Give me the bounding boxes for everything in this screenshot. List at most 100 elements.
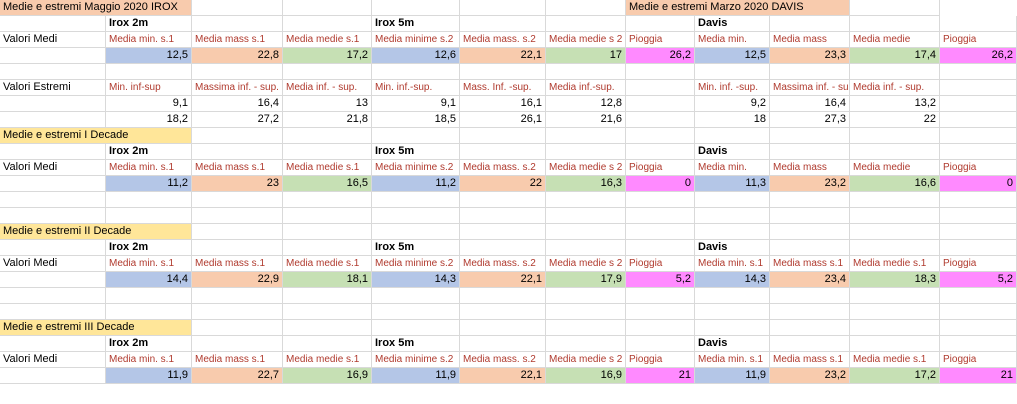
sheet-cell[interactable]: 27,2 xyxy=(192,112,283,128)
sheet-cell[interactable] xyxy=(546,128,626,144)
sheet-cell[interactable]: Media min. s.1 xyxy=(106,256,192,272)
sheet-cell[interactable]: Pioggia xyxy=(626,256,695,272)
sheet-cell[interactable]: 16,9 xyxy=(283,368,372,384)
sheet-cell[interactable] xyxy=(192,192,283,208)
sheet-cell[interactable] xyxy=(850,240,940,256)
sheet-cell[interactable]: Pioggia xyxy=(940,160,1017,176)
sheet-cell[interactable]: 22,1 xyxy=(460,48,546,64)
sheet-cell[interactable]: 11,9 xyxy=(372,368,460,384)
sheet-cell[interactable] xyxy=(0,192,106,208)
sheet-cell[interactable]: Valori Medi xyxy=(0,352,106,368)
sheet-cell[interactable] xyxy=(850,336,940,352)
sheet-cell[interactable]: Media mass s.1 xyxy=(770,352,850,368)
sheet-cell[interactable] xyxy=(626,192,695,208)
sheet-cell[interactable]: 16,5 xyxy=(283,176,372,192)
sheet-cell[interactable]: 22 xyxy=(850,112,940,128)
sheet-cell[interactable]: 5,2 xyxy=(626,272,695,288)
sheet-cell[interactable] xyxy=(0,208,106,224)
sheet-cell[interactable] xyxy=(546,192,626,208)
sheet-cell[interactable]: Irox 5m xyxy=(372,16,460,32)
sheet-cell[interactable]: Media mass. s.2 xyxy=(460,256,546,272)
sheet-cell[interactable]: 27,3 xyxy=(770,112,850,128)
sheet-cell[interactable]: Media medie s.1 xyxy=(283,256,372,272)
sheet-cell[interactable]: Media min. xyxy=(695,32,770,48)
sheet-cell[interactable] xyxy=(770,288,850,304)
sheet-cell[interactable]: Media min. xyxy=(695,160,770,176)
sheet-cell[interactable]: Medie e estremi Marzo 2020 DAVIS xyxy=(626,0,850,16)
sheet-cell[interactable]: 21 xyxy=(626,368,695,384)
sheet-cell[interactable] xyxy=(770,336,850,352)
sheet-cell[interactable]: 23,2 xyxy=(770,368,850,384)
sheet-cell[interactable] xyxy=(626,96,695,112)
sheet-cell[interactable] xyxy=(695,320,770,336)
sheet-cell[interactable] xyxy=(106,192,192,208)
sheet-cell[interactable] xyxy=(546,240,626,256)
sheet-cell[interactable]: Media medie s 2 xyxy=(546,160,626,176)
sheet-cell[interactable] xyxy=(850,224,940,240)
sheet-cell[interactable] xyxy=(283,192,372,208)
sheet-cell[interactable] xyxy=(192,336,283,352)
sheet-cell[interactable] xyxy=(850,0,940,16)
sheet-cell[interactable] xyxy=(695,288,770,304)
sheet-cell[interactable]: Irox 2m xyxy=(106,336,192,352)
sheet-cell[interactable] xyxy=(0,368,106,384)
sheet-cell[interactable]: Medie e estremi II Decade xyxy=(0,224,192,240)
sheet-cell[interactable] xyxy=(626,320,695,336)
sheet-cell[interactable]: Media mass xyxy=(770,160,850,176)
sheet-cell[interactable]: Media minime s.2 xyxy=(372,352,460,368)
sheet-cell[interactable]: 13,2 xyxy=(850,96,940,112)
sheet-cell[interactable]: 17 xyxy=(546,48,626,64)
sheet-cell[interactable]: Irox 5m xyxy=(372,336,460,352)
sheet-cell[interactable] xyxy=(460,192,546,208)
sheet-cell[interactable]: Pioggia xyxy=(940,32,1017,48)
sheet-cell[interactable] xyxy=(0,112,106,128)
sheet-cell[interactable] xyxy=(460,0,546,16)
sheet-cell[interactable]: 17,9 xyxy=(546,272,626,288)
sheet-cell[interactable] xyxy=(106,304,192,320)
sheet-cell[interactable] xyxy=(0,336,106,352)
sheet-cell[interactable]: Media medie xyxy=(850,32,940,48)
sheet-cell[interactable]: 0 xyxy=(940,176,1017,192)
sheet-cell[interactable]: Davis xyxy=(695,240,770,256)
sheet-cell[interactable] xyxy=(695,304,770,320)
sheet-cell[interactable] xyxy=(546,0,626,16)
sheet-cell[interactable]: 18,3 xyxy=(850,272,940,288)
sheet-cell[interactable]: 23,4 xyxy=(770,272,850,288)
sheet-cell[interactable]: Media mass s.1 xyxy=(192,256,283,272)
sheet-cell[interactable] xyxy=(192,288,283,304)
sheet-cell[interactable]: 14,4 xyxy=(106,272,192,288)
sheet-cell[interactable]: Massima inf. - su xyxy=(770,80,850,96)
sheet-cell[interactable]: 26,2 xyxy=(940,48,1017,64)
sheet-cell[interactable]: Irox 5m xyxy=(372,240,460,256)
sheet-cell[interactable] xyxy=(192,224,283,240)
sheet-cell[interactable] xyxy=(283,336,372,352)
sheet-cell[interactable]: Pioggia xyxy=(940,352,1017,368)
sheet-cell[interactable] xyxy=(283,0,372,16)
sheet-cell[interactable]: 9,2 xyxy=(695,96,770,112)
sheet-cell[interactable]: 11,3 xyxy=(695,176,770,192)
sheet-cell[interactable] xyxy=(460,128,546,144)
sheet-cell[interactable] xyxy=(940,96,1017,112)
sheet-cell[interactable]: 12,6 xyxy=(372,48,460,64)
sheet-cell[interactable] xyxy=(372,320,460,336)
sheet-cell[interactable] xyxy=(626,288,695,304)
sheet-cell[interactable] xyxy=(0,288,106,304)
sheet-cell[interactable] xyxy=(626,128,695,144)
sheet-cell[interactable]: Massima inf. - sup. xyxy=(192,80,283,96)
sheet-cell[interactable]: 26,2 xyxy=(626,48,695,64)
sheet-cell[interactable] xyxy=(0,16,106,32)
sheet-cell[interactable]: Irox 5m xyxy=(372,144,460,160)
sheet-cell[interactable]: Media min. s.1 xyxy=(106,160,192,176)
sheet-cell[interactable] xyxy=(770,144,850,160)
sheet-cell[interactable] xyxy=(940,64,1017,80)
sheet-cell[interactable]: Media inf. - sup. xyxy=(850,80,940,96)
sheet-cell[interactable] xyxy=(460,320,546,336)
sheet-cell[interactable]: Irox 2m xyxy=(106,240,192,256)
sheet-cell[interactable]: 23,3 xyxy=(770,48,850,64)
sheet-cell[interactable] xyxy=(460,336,546,352)
sheet-cell[interactable]: Media medie s 2 xyxy=(546,32,626,48)
sheet-cell[interactable]: 23 xyxy=(192,176,283,192)
sheet-cell[interactable] xyxy=(372,0,460,16)
sheet-cell[interactable] xyxy=(283,144,372,160)
sheet-cell[interactable] xyxy=(626,240,695,256)
